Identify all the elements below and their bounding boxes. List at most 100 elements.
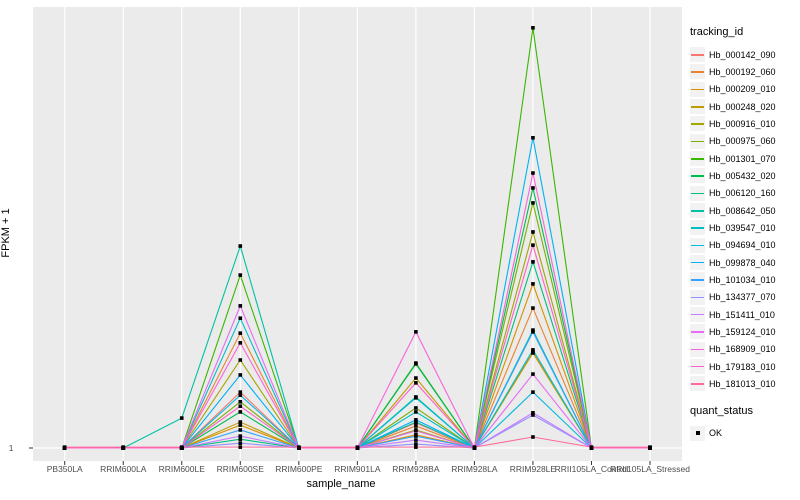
- legend-entry: Hb_179183_010: [690, 358, 798, 375]
- data-point-marker: [414, 434, 418, 438]
- x-tick-label: RRIM600SE: [216, 464, 264, 474]
- legend-entry-label: Hb_179183_010: [709, 361, 776, 372]
- legend-key: [690, 81, 705, 97]
- legend-title-quant-status: quant_status: [690, 404, 753, 417]
- data-point-marker: [531, 171, 535, 175]
- legend-key: [690, 255, 705, 271]
- data-point-marker: [414, 406, 418, 410]
- data-point-marker: [238, 331, 243, 335]
- data-point-marker: [531, 411, 535, 415]
- legend-key: [690, 203, 705, 219]
- legend-swatch-line-icon: [691, 106, 704, 108]
- data-point-marker: [238, 341, 243, 345]
- legend-entry-label: Hb_000248_020: [709, 101, 776, 112]
- legend-entry: Hb_005432_020: [690, 167, 798, 184]
- data-point-marker: [531, 243, 535, 247]
- x-tick-label: RRIM928LE: [509, 464, 557, 474]
- x-axis-title: sample_name: [306, 478, 376, 490]
- data-point-marker: [238, 410, 243, 414]
- legend-entry: Hb_151411_010: [690, 306, 798, 323]
- legend-entry: Hb_001301_070: [690, 150, 798, 167]
- legend-key: [690, 168, 705, 184]
- data-point-marker: [238, 273, 243, 277]
- quant-ok-key: [690, 425, 705, 441]
- data-point-marker: [179, 416, 184, 420]
- data-point-marker: [238, 244, 243, 248]
- x-tick-label: RRII105LA_Stressed: [610, 464, 690, 474]
- x-tick-label: RRIM600LE: [158, 464, 205, 474]
- legend-key: [690, 324, 705, 340]
- legend-entry: Hb_000209_010: [690, 81, 798, 98]
- legend-key: [690, 47, 705, 63]
- legend-entry-label: Hb_000192_060: [709, 66, 776, 77]
- legend-swatch-line-icon: [691, 331, 704, 333]
- x-tick-label: RRIM928BA: [392, 464, 440, 474]
- legend-swatch-line-icon: [691, 314, 704, 316]
- data-point-marker: [414, 438, 418, 442]
- x-tick-label: RRIM600LA: [100, 464, 147, 474]
- legend-key: [690, 376, 705, 392]
- legend-entry-label: Hb_039547_010: [709, 222, 776, 233]
- legend-key: [690, 99, 705, 115]
- data-point-marker: [238, 441, 243, 445]
- legend-entry: Hb_008642_050: [690, 202, 798, 219]
- legend-entry: Hb_094694_010: [690, 237, 798, 254]
- data-point-marker: [531, 413, 535, 417]
- legend-entry-label: Hb_008642_050: [709, 205, 776, 216]
- legend-swatch-line-icon: [691, 158, 704, 160]
- data-point-marker: [414, 381, 418, 385]
- legend-key: [690, 116, 705, 132]
- legend-swatch-line-icon: [691, 192, 704, 195]
- data-point-marker: [531, 330, 535, 334]
- data-point-marker: [531, 306, 535, 310]
- data-point-marker: [414, 420, 418, 424]
- legend-swatch-line-icon: [691, 88, 704, 91]
- legend-entry-label: Hb_000916_010: [709, 118, 776, 129]
- quant-status-legend: quant_status OK: [690, 405, 798, 442]
- data-point-marker: [238, 428, 243, 432]
- data-point-marker: [297, 445, 301, 449]
- legend-entry: Hb_099878_040: [690, 254, 798, 271]
- legend-entry-label: Hb_000209_010: [709, 84, 776, 95]
- data-point-marker: [648, 445, 652, 449]
- legend-swatch-line-icon: [691, 140, 704, 143]
- data-point-marker: [238, 316, 243, 320]
- x-tick-label: RRIM901LA: [334, 464, 381, 474]
- data-point-marker: [531, 136, 535, 140]
- legend-swatch-line-icon: [691, 279, 704, 281]
- data-point-marker: [238, 404, 243, 408]
- legend-key: [690, 272, 705, 288]
- legend-swatch-line-icon: [691, 348, 704, 351]
- legend-swatch-line-icon: [691, 227, 704, 229]
- legend-key: [690, 289, 705, 305]
- data-point-marker: [531, 186, 535, 190]
- legend-key: [690, 64, 705, 80]
- data-point-marker: [414, 418, 418, 422]
- legend-swatch-line-icon: [691, 71, 704, 73]
- data-point-marker: [238, 400, 243, 404]
- data-point-marker: [238, 390, 243, 394]
- data-point-marker: [531, 351, 535, 355]
- data-point-marker: [531, 435, 535, 439]
- data-point-marker: [589, 445, 594, 449]
- data-point-marker: [238, 445, 243, 449]
- legend-entry: Hb_181013_010: [690, 375, 798, 392]
- data-point-marker: [531, 372, 535, 376]
- legend-key: [690, 359, 705, 375]
- data-point-marker: [531, 282, 535, 286]
- x-tick-label: RRIM928LA: [451, 464, 498, 474]
- legend-entry: Hb_000142_090: [690, 46, 798, 63]
- data-point-marker: [355, 445, 360, 449]
- legend-entry: Hb_000916_010: [690, 115, 798, 132]
- legend-title-tracking-id: tracking_id: [690, 26, 744, 38]
- legend-entry: Hb_000192_060: [690, 63, 798, 80]
- legend-entry-label: Hb_094694_010: [709, 240, 776, 251]
- legend-swatch-line-icon: [691, 210, 704, 212]
- legend-entry: Hb_159124_010: [690, 323, 798, 340]
- data-point-marker: [414, 424, 418, 428]
- legend-key: [690, 341, 705, 357]
- data-point-marker: [414, 410, 418, 414]
- quant-ok-point-icon: [695, 431, 700, 436]
- legend-swatch-line-icon: [691, 366, 704, 368]
- data-point-marker: [121, 445, 126, 449]
